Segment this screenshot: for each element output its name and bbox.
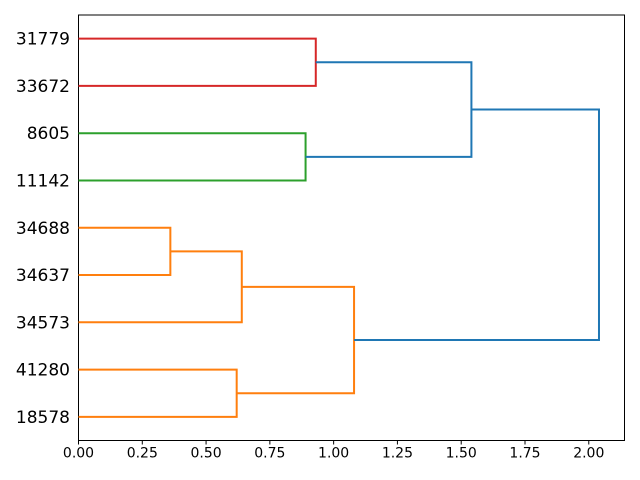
x-tick-label: 0.00 — [63, 446, 94, 462]
leaf-label: 33672 — [16, 77, 70, 97]
dendrogram-link — [78, 226, 172, 277]
dendrogram-link — [78, 368, 238, 418]
x-tick-label: 1.00 — [318, 446, 349, 462]
dendrogram-link — [305, 61, 473, 158]
x-tick-label: 1.50 — [446, 446, 477, 462]
dendrogram-link — [78, 37, 317, 87]
x-tick-label: 0.25 — [127, 446, 158, 462]
dendrogram-link — [354, 108, 600, 342]
x-tick-label: 1.25 — [382, 446, 413, 462]
leaf-label: 41280 — [16, 361, 70, 381]
dendrogram-link — [78, 132, 307, 182]
leaf-label: 34573 — [16, 313, 70, 333]
x-tick-label: 2.00 — [573, 446, 604, 462]
leaf-label: 34688 — [16, 219, 70, 239]
leaf-label: 18578 — [16, 408, 70, 428]
leaf-label: 11142 — [16, 171, 70, 191]
leaf-label: 31779 — [16, 30, 70, 50]
leaf-label: 8605 — [27, 124, 70, 144]
x-tick-label: 1.75 — [509, 446, 540, 462]
x-tick-label: 0.75 — [254, 446, 285, 462]
leaf-label: 34637 — [16, 266, 70, 286]
dendrogram-link — [236, 285, 356, 395]
x-tick-label: 0.50 — [190, 446, 221, 462]
dendrogram-link — [78, 250, 243, 324]
